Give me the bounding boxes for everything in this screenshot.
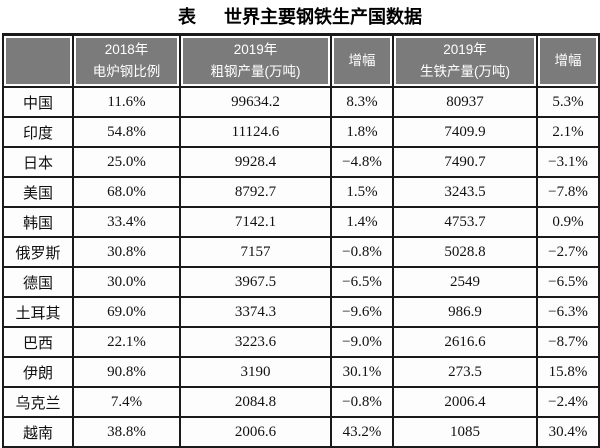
value-cell: 9928.4 bbox=[179, 146, 332, 178]
country-cell: 中国 bbox=[2, 86, 74, 118]
table-row: 德国 30.0% 3967.5 −6.5% 2549 −6.5% bbox=[2, 266, 600, 298]
value-cell: 15.8% bbox=[536, 356, 600, 388]
header-cell-crude-steel-2019: 2019年 粗钢产量(万吨) bbox=[179, 33, 332, 88]
value-cell: 1.4% bbox=[330, 206, 394, 238]
value-cell: 3223.6 bbox=[179, 326, 332, 358]
value-cell: 54.8% bbox=[72, 116, 181, 148]
value-cell: 5028.8 bbox=[392, 236, 538, 268]
country-cell: 日本 bbox=[2, 146, 74, 178]
value-cell: 80937 bbox=[392, 86, 538, 118]
table-row: 俄罗斯 30.8% 7157 −0.8% 5028.8 −2.7% bbox=[2, 236, 600, 268]
country-cell: 俄罗斯 bbox=[2, 236, 74, 268]
value-cell: 2.1% bbox=[536, 116, 600, 148]
value-cell: −2.4% bbox=[536, 386, 600, 418]
header-cell-country bbox=[2, 33, 74, 88]
value-cell: −6.5% bbox=[330, 266, 394, 298]
value-cell: −6.5% bbox=[536, 266, 600, 298]
value-cell: 90.8% bbox=[72, 356, 181, 388]
header-cell-pig-iron-2019: 2019年 生铁产量(万吨) bbox=[392, 33, 538, 88]
value-cell: 8792.7 bbox=[179, 176, 332, 208]
value-cell: 7490.7 bbox=[392, 146, 538, 178]
value-cell: 1.5% bbox=[330, 176, 394, 208]
country-cell: 土耳其 bbox=[2, 296, 74, 328]
country-cell: 越南 bbox=[2, 416, 74, 448]
value-cell: −3.1% bbox=[536, 146, 600, 178]
title-prefix: 表 bbox=[178, 7, 196, 27]
value-cell: 7409.9 bbox=[392, 116, 538, 148]
value-cell: 22.1% bbox=[72, 326, 181, 358]
value-cell: 3243.5 bbox=[392, 176, 538, 208]
value-cell: 2084.8 bbox=[179, 386, 332, 418]
header-cell-efs-ratio-2018: 2018年 电炉钢比例 bbox=[72, 33, 181, 88]
table-row: 日本 25.0% 9928.4 −4.8% 7490.7 −3.1% bbox=[2, 146, 600, 178]
value-cell: 8.3% bbox=[330, 86, 394, 118]
header-cell-crude-growth: 增幅 bbox=[330, 33, 394, 88]
value-cell: −0.8% bbox=[330, 386, 394, 418]
value-cell: 3190 bbox=[179, 356, 332, 388]
country-cell: 伊朗 bbox=[2, 356, 74, 388]
table-row: 美国 68.0% 8792.7 1.5% 3243.5 −7.8% bbox=[2, 176, 600, 208]
value-cell: 11124.6 bbox=[179, 116, 332, 148]
title-text: 世界主要钢铁生产国数据 bbox=[224, 7, 422, 27]
value-cell: 3374.3 bbox=[179, 296, 332, 328]
table-row: 韩国 33.4% 7142.1 1.4% 4753.7 0.9% bbox=[2, 206, 600, 238]
table-row: 伊朗 90.8% 3190 30.1% 273.5 15.8% bbox=[2, 356, 600, 388]
value-cell: 43.2% bbox=[330, 416, 394, 448]
value-cell: 30.8% bbox=[72, 236, 181, 268]
value-cell: −0.8% bbox=[330, 236, 394, 268]
value-cell: 25.0% bbox=[72, 146, 181, 178]
value-cell: 5.3% bbox=[536, 86, 600, 118]
value-cell: 30.4% bbox=[536, 416, 600, 448]
table-row: 中国 11.6% 99634.2 8.3% 80937 5.3% bbox=[2, 86, 600, 118]
value-cell: 2006.6 bbox=[179, 416, 332, 448]
value-cell: −2.7% bbox=[536, 236, 600, 268]
country-cell: 印度 bbox=[2, 116, 74, 148]
table-row: 乌克兰 7.4% 2084.8 −0.8% 2006.4 −2.4% bbox=[2, 386, 600, 418]
value-cell: 2549 bbox=[392, 266, 538, 298]
value-cell: 4753.7 bbox=[392, 206, 538, 238]
value-cell: 273.5 bbox=[392, 356, 538, 388]
value-cell: 1085 bbox=[392, 416, 538, 448]
value-cell: 3967.5 bbox=[179, 266, 332, 298]
value-cell: 2616.6 bbox=[392, 326, 538, 358]
value-cell: 69.0% bbox=[72, 296, 181, 328]
value-cell: −8.7% bbox=[536, 326, 600, 358]
value-cell: −4.8% bbox=[330, 146, 394, 178]
table-row: 土耳其 69.0% 3374.3 −9.6% 986.9 −6.3% bbox=[2, 296, 600, 328]
value-cell: 30.1% bbox=[330, 356, 394, 388]
table-body: 中国 11.6% 99634.2 8.3% 80937 5.3% 印度 54.8% 11124.… bbox=[2, 86, 600, 448]
table-row: 巴西 22.1% 3223.6 −9.0% 2616.6 −8.7% bbox=[2, 326, 600, 358]
value-cell: 7157 bbox=[179, 236, 332, 268]
value-cell: 68.0% bbox=[72, 176, 181, 208]
value-cell: 38.8% bbox=[72, 416, 181, 448]
value-cell: −7.8% bbox=[536, 176, 600, 208]
value-cell: 0.9% bbox=[536, 206, 600, 238]
value-cell: −9.0% bbox=[330, 326, 394, 358]
country-cell: 美国 bbox=[2, 176, 74, 208]
country-cell: 德国 bbox=[2, 266, 74, 298]
value-cell: 30.0% bbox=[72, 266, 181, 298]
value-cell: 7.4% bbox=[72, 386, 181, 418]
page-title: 表 世界主要钢铁生产国数据 bbox=[0, 3, 600, 29]
value-cell: 99634.2 bbox=[179, 86, 332, 118]
value-cell: 33.4% bbox=[72, 206, 181, 238]
table-row: 印度 54.8% 11124.6 1.8% 7409.9 2.1% bbox=[2, 116, 600, 148]
value-cell: 986.9 bbox=[392, 296, 538, 328]
value-cell: 2006.4 bbox=[392, 386, 538, 418]
country-cell: 乌克兰 bbox=[2, 386, 74, 418]
value-cell: 1.8% bbox=[330, 116, 394, 148]
table-row: 越南 38.8% 2006.6 43.2% 1085 30.4% bbox=[2, 416, 600, 448]
table-header-row: 2018年 电炉钢比例 2019年 粗钢产量(万吨) 增幅 2019年 生铁产量… bbox=[2, 33, 600, 88]
country-cell: 巴西 bbox=[2, 326, 74, 358]
value-cell: 7142.1 bbox=[179, 206, 332, 238]
value-cell: −9.6% bbox=[330, 296, 394, 328]
value-cell: −6.3% bbox=[536, 296, 600, 328]
country-cell: 韩国 bbox=[2, 206, 74, 238]
value-cell: 11.6% bbox=[72, 86, 181, 118]
header-cell-pig-growth: 增幅 bbox=[536, 33, 600, 88]
steel-production-table: 2018年 电炉钢比例 2019年 粗钢产量(万吨) 增幅 2019年 生铁产量… bbox=[2, 33, 600, 448]
